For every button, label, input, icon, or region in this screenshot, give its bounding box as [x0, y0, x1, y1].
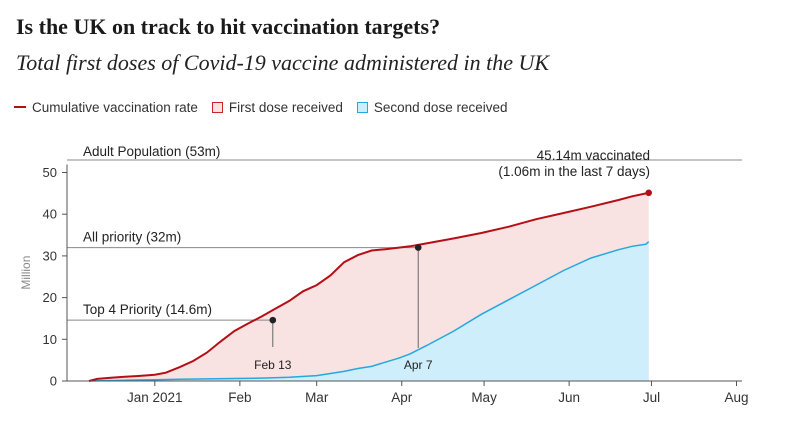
all-priority-label: All priority (32m): [83, 230, 181, 245]
y-tick-label-20: 20: [43, 290, 57, 305]
x-tick-label-mar: Mar: [305, 390, 329, 405]
adult-population-label: Adult Population (53m): [83, 144, 220, 159]
y-tick-label-30: 30: [43, 248, 57, 263]
annotation-dot-apr-7: [414, 244, 422, 251]
y-tick-label-10: 10: [43, 332, 57, 347]
x-tick-label-aug: Aug: [724, 390, 748, 405]
x-tick-label-jan-2021: Jan 2021: [127, 390, 183, 405]
chart-title: Is the UK on track to hit vaccination ta…: [16, 14, 441, 39]
annotation-label-apr-7: Apr 7: [404, 358, 433, 372]
annotation-label-feb-13: Feb 13: [254, 358, 292, 372]
top4-priority-label: Top 4 Priority (14.6m): [83, 302, 212, 317]
y-tick-label-50: 50: [43, 165, 57, 180]
legend-swatch-cumulative: [14, 106, 26, 108]
x-tick-label-feb: Feb: [228, 390, 251, 405]
legend-item-cumulative: Cumulative vaccination rate: [14, 100, 198, 115]
second-dose-area: [89, 241, 649, 381]
chart-subtitle: Total first doses of Covid-19 vaccine ad…: [16, 50, 550, 75]
end-point-dot: [645, 189, 653, 197]
legend-swatch-first-dose: [211, 101, 223, 113]
legend-label-cumulative: Cumulative vaccination rate: [32, 99, 198, 115]
cumulative-line: [88, 191, 649, 382]
legend-item-first-dose: First dose received: [211, 99, 343, 115]
legend: Cumulative vaccination rate First dose r…: [14, 98, 521, 116]
legend-swatch-second-dose: [356, 101, 368, 113]
vaccination-chart: Adult Population (53m) All priority (32m)…: [19, 144, 749, 405]
y-tick-label-40: 40: [43, 207, 57, 222]
y-tick-label-0: 0: [50, 374, 57, 389]
legend-label-second-dose: Second dose received: [373, 99, 508, 115]
x-tick-label-apr: Apr: [391, 390, 413, 405]
legend-item-second-dose: Second dose received: [356, 99, 508, 115]
x-tick-label-jul: Jul: [643, 390, 660, 405]
second-dose-line: [88, 241, 650, 382]
end-annotation-line2: (1.06m in the last 7 days): [498, 164, 650, 179]
y-axis-label: Million: [19, 256, 33, 290]
end-annotation-line1: 45.14m vaccinated: [537, 148, 650, 163]
x-tick-label-may: May: [471, 390, 497, 405]
annotation-dot-feb-13: [269, 316, 277, 324]
x-tick-label-jun: Jun: [558, 390, 580, 405]
legend-label-first-dose: First dose received: [228, 99, 343, 115]
